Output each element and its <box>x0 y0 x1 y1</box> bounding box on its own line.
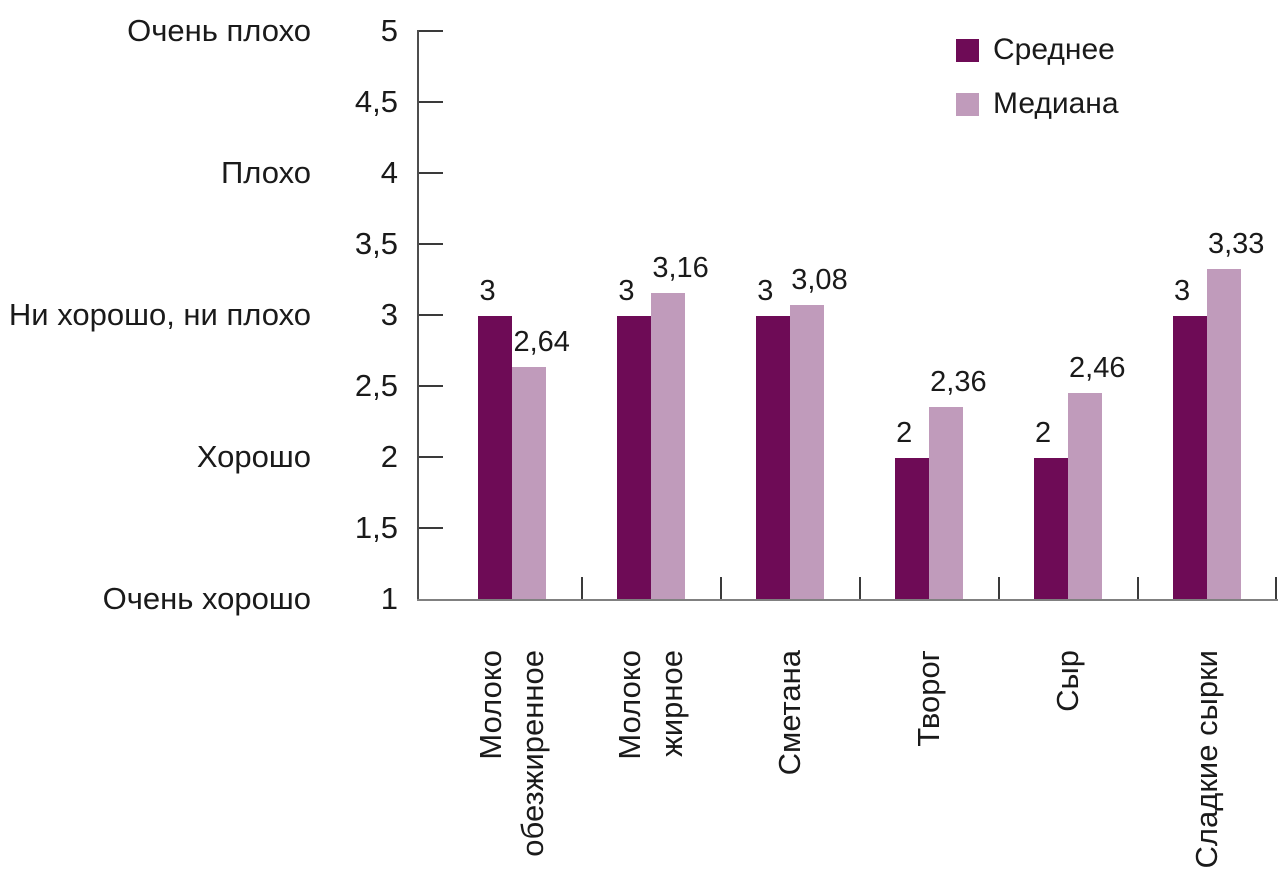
bar-value-label: 2 <box>1035 417 1052 449</box>
bar-value-label: 3 <box>757 275 774 307</box>
y-axis-tick-label: 1,5 <box>354 510 398 545</box>
y-axis-tick-label: 3,5 <box>354 226 398 261</box>
y-axis-tick-label: 2,5 <box>354 368 398 403</box>
y-axis-tick <box>419 172 443 174</box>
bar-mean <box>478 316 513 600</box>
y-scale-label: Хорошо <box>196 439 311 474</box>
legend-label: Среднее <box>993 33 1115 66</box>
bar-value-label: 3 <box>479 275 496 307</box>
x-category-label: Молоко жирное <box>609 650 719 760</box>
x-category-label-text: Молоко жирное <box>612 650 690 760</box>
bar-median <box>512 367 547 600</box>
bar-mean <box>756 316 791 600</box>
x-axis-tick <box>1136 577 1139 600</box>
x-axis-tick <box>1275 577 1278 600</box>
bar-median <box>929 406 964 600</box>
bar-median <box>1206 269 1241 600</box>
bar-value-label: 3,08 <box>791 263 848 296</box>
y-scale-label: Плохо <box>220 155 311 190</box>
x-category-label-text: Молоко обезжиренное <box>473 650 551 857</box>
y-axis-tick <box>419 243 443 245</box>
y-axis-tick-label: 1 <box>380 581 398 616</box>
x-axis-tick <box>997 577 1000 600</box>
y-scale-label: Очень плохо <box>127 13 311 48</box>
bar-median <box>790 304 825 600</box>
y-axis-tick-label: 4 <box>380 155 398 190</box>
y-axis-tick-label: 5 <box>380 13 398 48</box>
y-axis-tick <box>419 456 443 458</box>
y-axis-line <box>417 30 419 601</box>
x-axis-tick <box>858 577 861 600</box>
bar-mean <box>895 458 930 600</box>
y-scale-label: Очень хорошо <box>102 581 311 616</box>
x-axis-tick <box>580 577 583 600</box>
x-category-label: Сладкие сырки <box>1186 650 1278 868</box>
y-axis-tick <box>419 527 443 529</box>
x-category-label-text: Творог <box>911 650 947 747</box>
legend-item: Медиана <box>956 87 1119 121</box>
bar-value-label: 3,33 <box>1207 228 1265 261</box>
bar-mean <box>1034 458 1069 600</box>
y-axis-tick-label: 3 <box>380 297 398 332</box>
bar-value-label: 3,16 <box>652 252 709 285</box>
x-axis-line <box>417 599 1278 601</box>
legend-swatch-median <box>956 92 979 116</box>
bar-value-label: 2,64 <box>513 326 570 359</box>
bar-value-label: 2,36 <box>930 365 987 398</box>
bar-mean <box>617 316 652 600</box>
y-axis-tick <box>419 101 443 103</box>
y-axis-tick-label: 2 <box>380 439 398 474</box>
y-axis-tick <box>419 30 443 32</box>
x-category-label-text: Сыр <box>1050 650 1086 712</box>
x-category-label-text: Сметана <box>772 650 808 776</box>
legend-label: Медиана <box>993 87 1119 120</box>
x-category-label: Сыр <box>1047 650 1109 712</box>
bar-value-label: 2 <box>896 417 913 449</box>
y-scale-label: Ни хорошо, ни плохо <box>8 297 311 332</box>
x-category-label: Творог <box>908 650 1005 747</box>
y-axis-tick-label: 4,5 <box>354 84 398 119</box>
legend-swatch-mean <box>956 38 979 62</box>
x-category-label: Сметана <box>769 650 894 775</box>
bar-median <box>651 293 686 600</box>
x-axis-tick <box>719 577 722 600</box>
bar-value-label: 3 <box>1173 275 1191 307</box>
bar-value-label: 2,46 <box>1069 351 1126 384</box>
chart-legend: Среднее Медиана <box>956 33 1119 121</box>
legend-item: Среднее <box>956 33 1119 67</box>
x-category-label-text: Сладкие сырки <box>1188 650 1224 869</box>
y-axis-tick <box>419 314 443 316</box>
bar-mean <box>1172 316 1207 600</box>
bar-value-label: 3 <box>618 275 635 307</box>
y-axis-tick <box>419 385 443 387</box>
bar-median <box>1068 392 1103 600</box>
